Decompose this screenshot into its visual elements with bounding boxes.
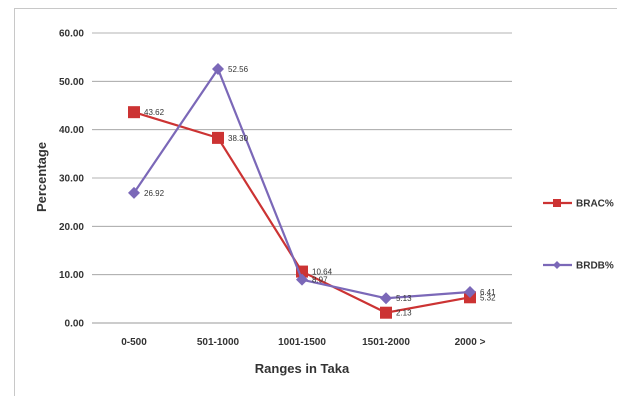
x-tick-label: 501-1000 [197, 337, 240, 348]
y-tick-label: 0.00 [65, 319, 85, 330]
data-point-marker [464, 286, 476, 299]
data-label: 10.64 [312, 268, 333, 277]
data-label: 5.32 [480, 293, 496, 302]
x-axis-title: Ranges in Taka [255, 361, 350, 376]
data-point-marker [212, 131, 224, 144]
y-axis-ticks: 0.00 10.00 20.00 30.00 40.00 50.00 60.00 [59, 29, 84, 330]
data-point-marker [128, 106, 140, 119]
data-label: 38.30 [228, 134, 249, 143]
y-tick-label: 40.00 [59, 125, 84, 136]
series-group [128, 62, 476, 319]
data-label: 26.92 [144, 189, 165, 198]
legend-marker [553, 261, 561, 269]
data-point-marker [380, 306, 392, 319]
data-label: 6.41 [480, 288, 496, 297]
x-tick-label: 1001-1500 [278, 337, 326, 348]
data-label: 52.56 [228, 65, 249, 74]
x-tick-label: 1501-2000 [362, 337, 410, 348]
data-labels: 43.62 38.30 10.64 2.13 5.32 26.92 52.56 8.97 5.1… [144, 65, 496, 318]
y-tick-label: 50.00 [59, 77, 84, 88]
x-axis-ticks: 0-500 501-1000 1001-1500 1501-2000 2000 > [121, 337, 485, 348]
legend: BRAC% BRDB% [543, 199, 614, 272]
series-line-brdb [133, 66, 471, 300]
chart-frame [14, 8, 617, 396]
legend-marker [553, 199, 561, 207]
y-tick-label: 10.00 [59, 270, 84, 281]
x-tick-label: 0-500 [121, 337, 147, 348]
legend-label: BRDB% [576, 261, 614, 272]
data-label: 8.97 [312, 276, 328, 285]
data-point-marker [128, 186, 140, 199]
gridlines [92, 32, 512, 276]
legend-label: BRAC% [576, 199, 614, 210]
data-label: 2.13 [396, 309, 412, 318]
data-label: 43.62 [144, 108, 165, 117]
y-tick-label: 20.00 [59, 222, 84, 233]
x-tick-label: 2000 > [455, 337, 486, 348]
data-point-marker [380, 292, 392, 305]
y-tick-label: 30.00 [59, 174, 84, 185]
data-point-marker [212, 62, 224, 75]
y-tick-label: 60.00 [59, 29, 84, 40]
data-point-marker [296, 273, 308, 286]
data-label: 5.13 [396, 294, 412, 303]
y-axis-title: Percentage [34, 142, 49, 212]
